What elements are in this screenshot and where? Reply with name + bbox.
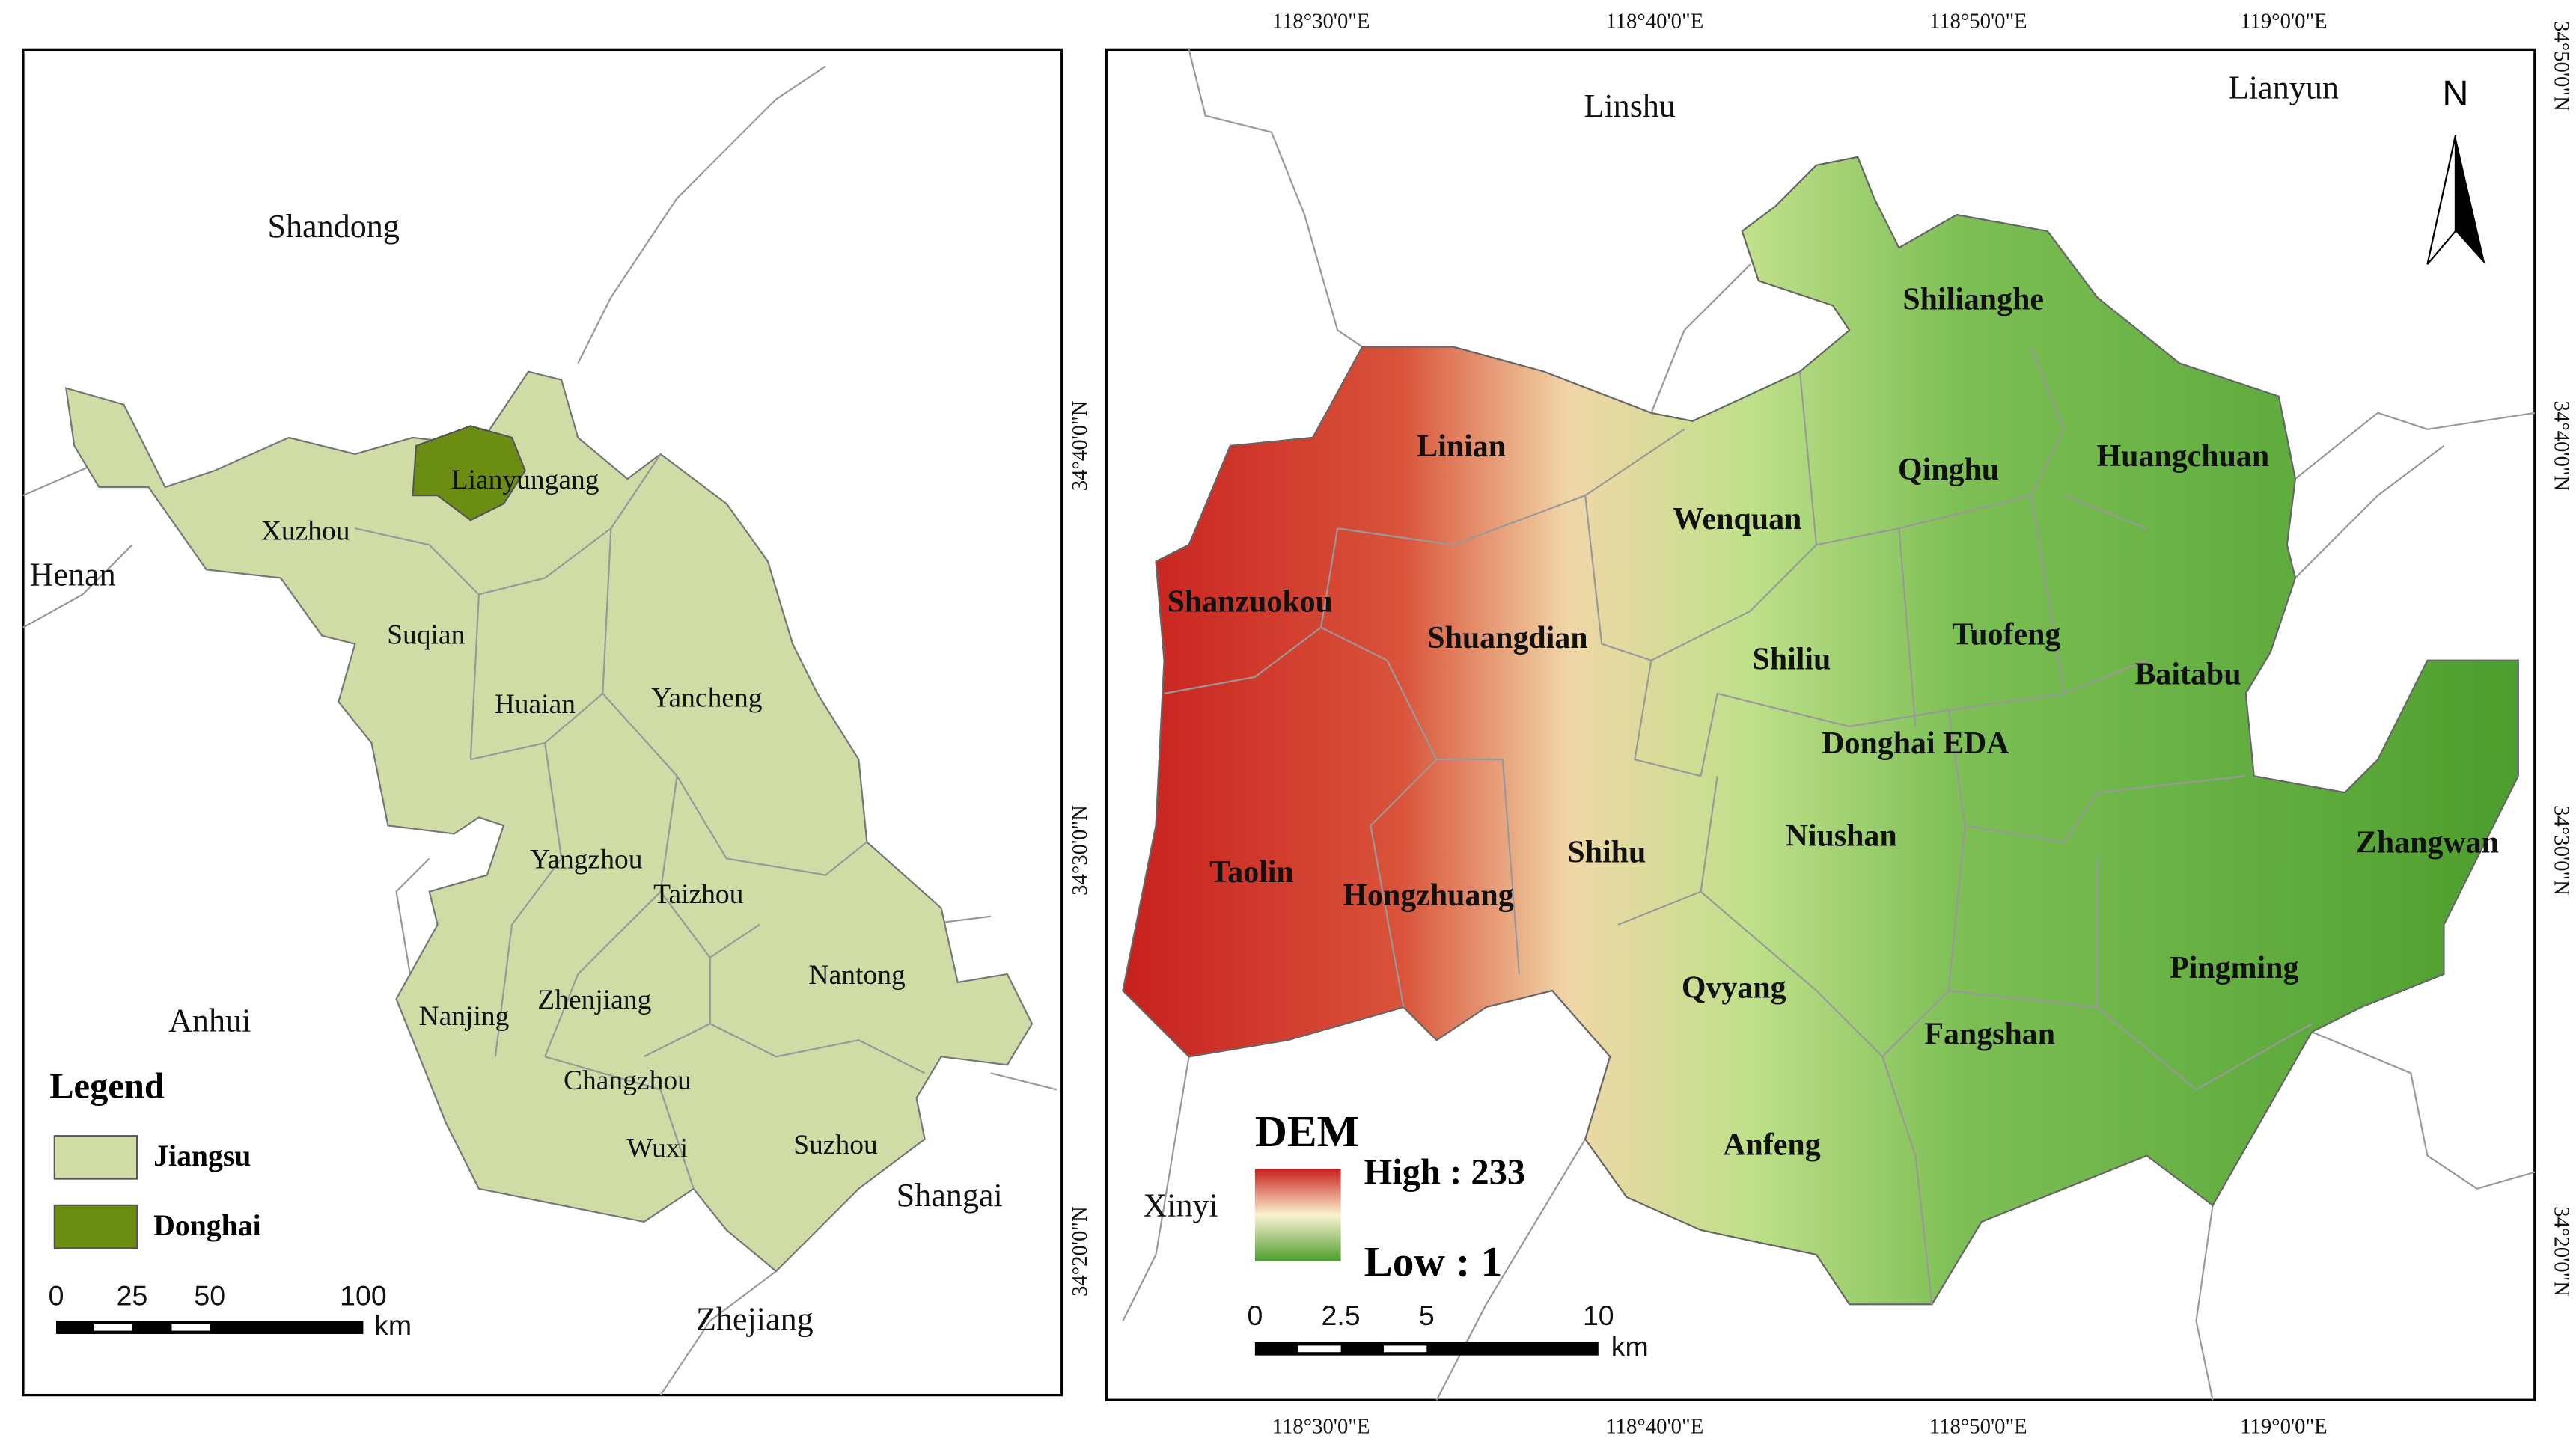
city-label: Yangzhou (530, 845, 643, 875)
scale-label: 10 (1583, 1300, 1614, 1331)
legend-title: Legend (49, 1067, 165, 1107)
longitude-label: 119°0'0"E (2240, 1414, 2327, 1438)
longitude-label: 118°30'0"E (1272, 10, 1370, 34)
donghai-location (412, 425, 526, 521)
region-label: Zhejiang (696, 1301, 814, 1338)
scale-label: 5 (1419, 1300, 1435, 1331)
town-label: Wenquan (1673, 502, 1801, 536)
dem-ramp (1254, 1169, 1341, 1261)
north-arrow-label: N (2442, 73, 2468, 114)
town-label: Shilianghe (1902, 283, 2044, 317)
dem-title: DEM (1255, 1107, 1359, 1156)
city-label: Nanjing (419, 1001, 510, 1032)
latitude-label: 34°40'0"N (2549, 401, 2573, 492)
region-label: Shandong (267, 208, 399, 245)
region-label: Shangai (897, 1177, 1003, 1214)
legend-swatch (53, 1135, 138, 1180)
region-label: Lianyun (2229, 70, 2339, 106)
legend-item: Jiangsu (153, 1140, 251, 1172)
scale-label: 50 (194, 1279, 225, 1311)
town-label: Fangshan (1924, 1017, 2055, 1051)
town-label: Hongzhuang (1343, 878, 1513, 913)
town-label: Shanzuokou (1168, 584, 1333, 619)
city-label: Changzhou (564, 1065, 692, 1096)
city-label: Wuxi (626, 1134, 688, 1164)
town-label: Shiliu (1753, 643, 1831, 677)
scale-label: 0 (1247, 1300, 1263, 1331)
town-label: Linian (1417, 429, 1506, 464)
scale-label: 25 (117, 1279, 148, 1311)
town-label: Huangchuan (2097, 439, 2270, 474)
city-label: Yancheng (651, 682, 763, 713)
longitude-label: 118°30'0"E (1272, 1414, 1370, 1438)
region-label: Anhui (168, 1002, 251, 1038)
longitude-label: 119°0'0"E (2240, 10, 2327, 34)
region-label: Henan (30, 557, 116, 593)
town-label: Qinghu (1898, 453, 1999, 487)
town-label: Qvyang (1682, 971, 1786, 1006)
latitude-label: 34°20'0"N (2549, 1206, 2573, 1297)
town-label: Anfeng (1723, 1128, 1820, 1162)
dem-high: High : 233 (1364, 1152, 1525, 1192)
town-label: Baitabu (2134, 657, 2241, 691)
region-label: Linshu (1584, 88, 1676, 124)
city-label: Zhenjiang (537, 985, 651, 1015)
city-label: Nantong (809, 960, 906, 991)
city-label: Xuzhou (261, 516, 350, 546)
donghai-dem (1122, 156, 2519, 1306)
scale-label: 2.5 (1322, 1300, 1361, 1331)
province-borders (22, 65, 1057, 1396)
scale-unit: km (1611, 1331, 1649, 1362)
city-label: Taizhou (653, 879, 743, 910)
city-label: Suqian (387, 620, 465, 650)
town-label: Shuangdian (1427, 621, 1587, 655)
latitude-label: 34°30'0"N (2549, 805, 2573, 896)
legend-item: Donghai (153, 1209, 260, 1242)
town-label: Taolin (1209, 855, 1294, 890)
scale-label: 100 (340, 1279, 387, 1311)
latitude-label: 34°40'0"N (1068, 400, 1092, 491)
town-label: Tuofeng (1952, 617, 2060, 652)
latitude-label: 34°20'0"N (1068, 1206, 1092, 1297)
city-label: Lianyungang (451, 465, 599, 495)
dem-low: Low : 1 (1364, 1239, 1502, 1286)
scale-unit: km (374, 1309, 412, 1341)
town-label: Donghai EDA (1822, 726, 2009, 761)
town-label: Niushan (1786, 819, 1897, 854)
city-label: Suzhou (793, 1130, 878, 1160)
town-label: Pingming (2170, 951, 2298, 985)
scale-label: 0 (49, 1279, 64, 1311)
region-label: Xinyi (1143, 1187, 1218, 1223)
latitude-label: 34°30'0"N (1068, 805, 1092, 896)
latitude-label: 34°50'0"N (2549, 21, 2573, 111)
longitude-label: 118°40'0"E (1605, 1414, 1703, 1438)
town-label: Shihu (1567, 836, 1646, 870)
scale-bar (56, 1321, 364, 1334)
longitude-label: 118°50'0"E (1929, 10, 2027, 34)
legend-swatch (53, 1204, 138, 1249)
longitude-label: 118°40'0"E (1605, 10, 1703, 34)
city-label: Huaian (495, 689, 576, 720)
jiangsu (64, 370, 1034, 1273)
scale-bar (1254, 1342, 1599, 1356)
city-borders (355, 453, 926, 1190)
town-label: Zhangwan (2356, 825, 2499, 860)
longitude-label: 118°50'0"E (1929, 1414, 2027, 1438)
